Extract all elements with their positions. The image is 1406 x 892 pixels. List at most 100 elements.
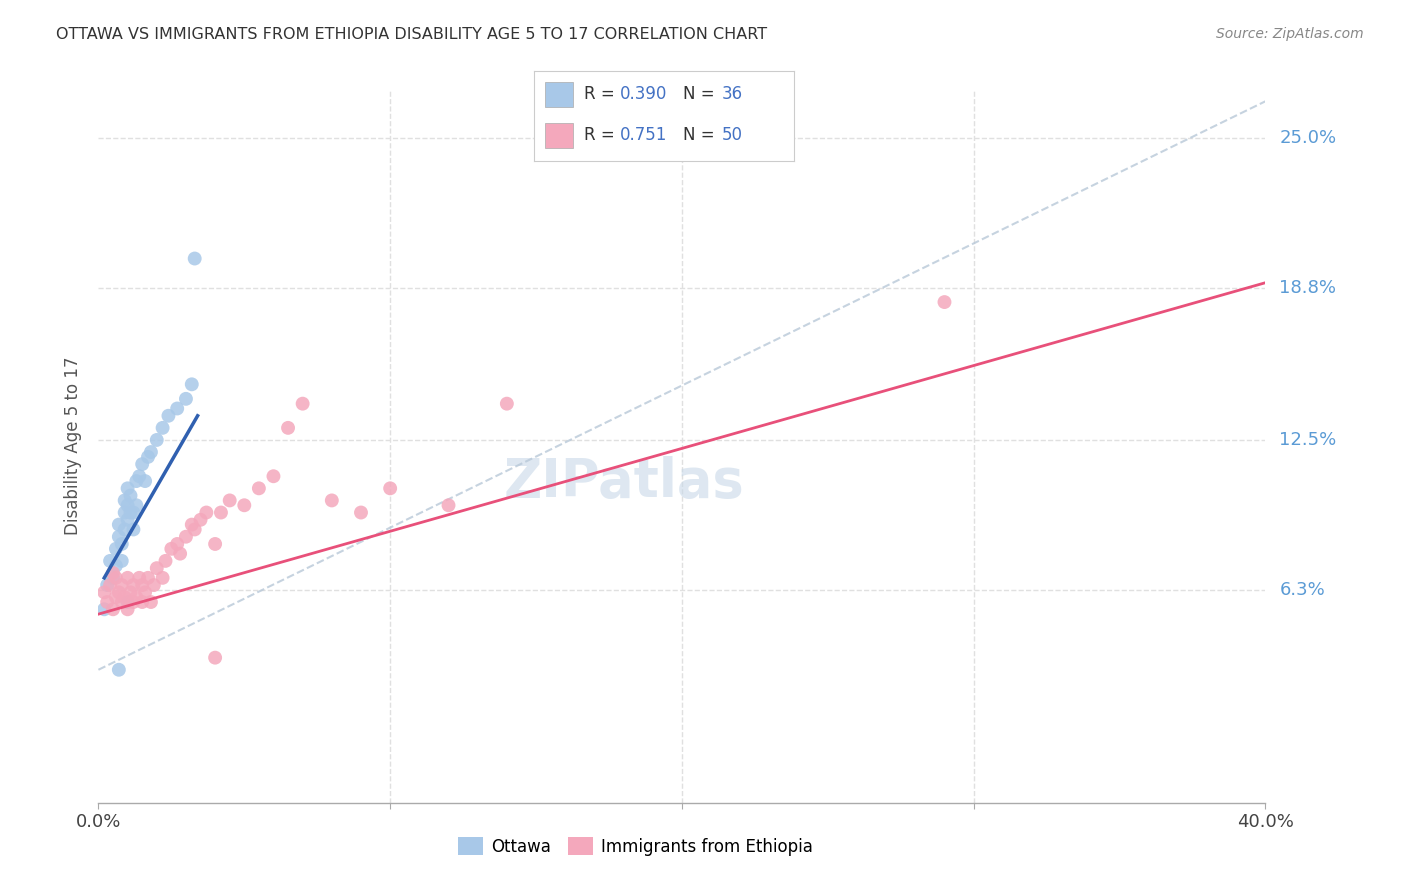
Point [195,506,218,520]
Point [117,498,139,512]
Point [117,571,139,585]
Text: 6.3%: 6.3% [1279,581,1324,599]
Point [174,392,197,406]
Point [142,578,165,592]
Point [125,498,148,512]
Point [146,433,169,447]
Point [157,409,180,423]
Point [155,554,177,568]
Point [96,595,118,609]
Point [125,590,148,604]
Point [122,595,145,609]
Legend: Ottawa, Immigrants from Ethiopia: Ottawa, Immigrants from Ethiopia [451,830,820,863]
Text: 25.0%: 25.0% [1279,128,1337,146]
Point [120,489,142,503]
Point [136,450,159,464]
Point [111,554,134,568]
FancyBboxPatch shape [544,82,574,107]
Point [218,493,240,508]
Text: 0.390: 0.390 [620,85,668,103]
Point [131,595,153,609]
Point [146,561,169,575]
Point [180,377,202,392]
Point [114,506,136,520]
Point [160,541,183,556]
Point [139,595,162,609]
Point [120,585,142,599]
Point [111,578,134,592]
Point [204,537,226,551]
Point [136,571,159,585]
Point [277,421,299,435]
Point [128,469,150,483]
Point [174,530,197,544]
Text: ZIPatlas: ZIPatlas [503,456,744,508]
Point [262,469,284,483]
Point [104,558,127,573]
Point [183,523,205,537]
Point [378,481,402,495]
Point [190,513,212,527]
Point [120,506,142,520]
Point [166,401,188,416]
Y-axis label: Disability Age 5 to 17: Disability Age 5 to 17 [65,357,83,535]
Point [98,554,121,568]
Point [204,650,226,665]
Point [117,513,139,527]
Point [134,585,156,599]
Point [117,481,139,495]
Point [101,602,124,616]
Text: R =: R = [583,126,620,144]
Point [98,578,121,592]
Point [96,578,118,592]
Point [93,585,115,599]
Text: Source: ZipAtlas.com: Source: ZipAtlas.com [1216,27,1364,41]
Point [495,397,517,411]
Point [108,663,131,677]
Point [139,445,162,459]
FancyBboxPatch shape [544,123,574,148]
Point [122,506,145,520]
Text: 18.8%: 18.8% [1279,278,1336,296]
Text: N =: N = [682,85,720,103]
Text: 12.5%: 12.5% [1279,431,1337,449]
Point [183,252,205,266]
Point [114,590,136,604]
Point [152,421,174,435]
Point [101,571,124,585]
Point [108,585,131,599]
Point [104,590,127,604]
Point [108,530,131,544]
Point [111,537,134,551]
Text: R =: R = [583,85,620,103]
Point [101,566,124,580]
Point [117,595,139,609]
Text: OTTAWA VS IMMIGRANTS FROM ETHIOPIA DISABILITY AGE 5 TO 17 CORRELATION CHART: OTTAWA VS IMMIGRANTS FROM ETHIOPIA DISAB… [56,27,768,42]
Point [104,571,127,585]
Point [233,498,256,512]
Point [111,595,134,609]
Point [291,397,314,411]
Point [125,474,148,488]
Point [93,602,115,616]
Point [114,493,136,508]
Point [350,506,373,520]
Point [209,506,232,520]
Point [131,578,153,592]
Point [437,498,460,512]
Point [169,547,191,561]
Point [180,517,202,532]
Point [104,541,127,556]
Point [247,481,270,495]
Text: N =: N = [682,126,720,144]
Point [108,517,131,532]
Point [152,571,174,585]
Point [134,474,156,488]
Point [122,578,145,592]
Point [131,457,153,471]
Text: 0.751: 0.751 [620,126,668,144]
Point [122,523,145,537]
Point [114,523,136,537]
Point [117,602,139,616]
Point [166,537,188,551]
